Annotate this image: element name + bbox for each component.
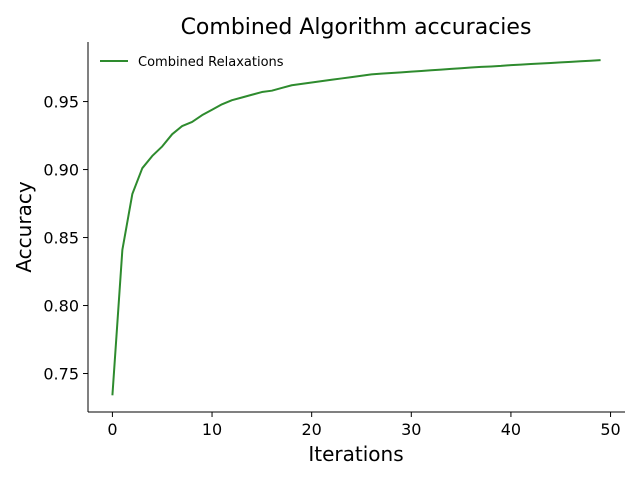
y-axis-ticks: 0.75 0.80 0.85 0.90 0.95 <box>43 93 88 384</box>
x-tick-label: 30 <box>401 420 421 439</box>
plot-area: 0 10 20 30 40 50 0.75 0.80 0.85 0.90 0.95 <box>43 42 625 439</box>
y-tick-label: 0.80 <box>43 297 79 316</box>
y-tick-label: 0.75 <box>43 365 79 384</box>
x-tick-label: 20 <box>301 420 321 439</box>
x-axis-ticks: 0 10 20 30 40 50 <box>107 412 621 439</box>
legend-label: Combined Relaxations <box>138 55 284 70</box>
x-tick-label: 10 <box>202 420 222 439</box>
series-layer <box>111 59 601 396</box>
legend: Combined Relaxations <box>100 55 284 70</box>
y-axis-label: Accuracy <box>12 181 36 272</box>
x-tick-label: 50 <box>600 420 620 439</box>
chart-title: Combined Algorithm accuracies <box>181 15 532 40</box>
x-tick-label: 0 <box>107 420 117 439</box>
x-axis-label: Iterations <box>308 442 403 466</box>
y-tick-label: 0.90 <box>43 161 79 180</box>
y-tick-label: 0.95 <box>43 93 79 112</box>
series-line <box>111 59 601 396</box>
x-tick-label: 40 <box>501 420 521 439</box>
y-tick-label: 0.85 <box>43 229 79 248</box>
